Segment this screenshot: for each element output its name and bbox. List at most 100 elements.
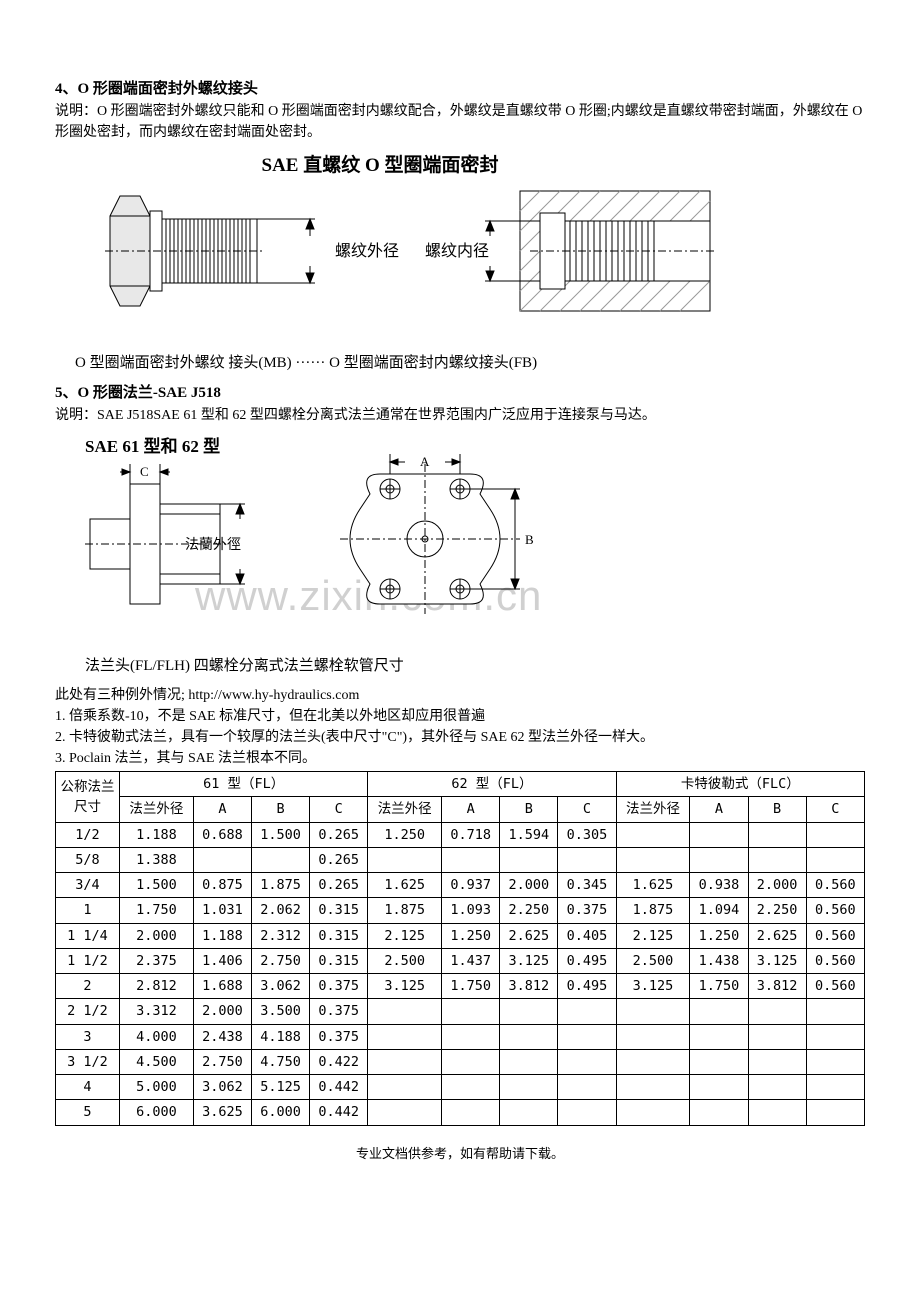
- table-cell: 0.442: [310, 1100, 368, 1125]
- table-cell: 0.375: [310, 1024, 368, 1049]
- table-cell: [442, 847, 500, 872]
- table-row: 5/81.3880.265: [56, 847, 865, 872]
- table-cell: [558, 999, 616, 1024]
- table-cell: [806, 1100, 864, 1125]
- table-cell: [500, 999, 558, 1024]
- flange-table: 公称法兰尺寸 61 型（FL） 62 型（FL） 卡特彼勒式（FLC） 法兰外径…: [55, 771, 865, 1126]
- table-cell: [806, 822, 864, 847]
- table-cell: [616, 822, 690, 847]
- table-cell: 5: [56, 1100, 120, 1125]
- table-cell: [690, 822, 748, 847]
- table-cell: [442, 1100, 500, 1125]
- svg-text:B: B: [525, 532, 534, 547]
- table-cell: 0.375: [310, 999, 368, 1024]
- table-cell: [806, 847, 864, 872]
- table-cell: 1.750: [120, 898, 194, 923]
- table-cell: [500, 1075, 558, 1100]
- table-cell: 0.375: [558, 898, 616, 923]
- table-cell: 3: [56, 1024, 120, 1049]
- th-cat: 卡特彼勒式（FLC）: [616, 772, 864, 797]
- table-cell: 1.094: [690, 898, 748, 923]
- table-cell: [806, 1024, 864, 1049]
- table-cell: [251, 847, 309, 872]
- exception-1: 1. 倍乘系数-10，不是 SAE 标准尺寸，但在北美以外地区却应用很普遍: [55, 706, 865, 727]
- table-cell: 0.875: [193, 873, 251, 898]
- table-cell: 1 1/2: [56, 948, 120, 973]
- table-cell: 1.594: [500, 822, 558, 847]
- table-cell: 0.938: [690, 873, 748, 898]
- table-row: 1/21.1880.6881.5000.2651.2500.7181.5940.…: [56, 822, 865, 847]
- table-cell: 0.560: [806, 948, 864, 973]
- fig2-flange-od: 法蘭外徑: [185, 537, 241, 553]
- table-cell: 0.265: [310, 847, 368, 872]
- table-cell: [748, 1024, 806, 1049]
- table-cell: [690, 847, 748, 872]
- table-cell: [442, 1075, 500, 1100]
- table-cell: [368, 1024, 442, 1049]
- table-cell: 2.125: [616, 923, 690, 948]
- table-cell: [748, 1100, 806, 1125]
- th-cat-b: B: [748, 797, 806, 822]
- table-cell: 2.500: [368, 948, 442, 973]
- table-cell: 1.625: [616, 873, 690, 898]
- table-cell: [442, 1049, 500, 1074]
- table-cell: 0.560: [806, 923, 864, 948]
- label-id: 螺纹内径: [425, 242, 489, 260]
- table-cell: 3.812: [500, 974, 558, 999]
- table-cell: [806, 1049, 864, 1074]
- table-cell: 6.000: [120, 1100, 194, 1125]
- table-cell: 1/2: [56, 822, 120, 847]
- th-cat-a: A: [690, 797, 748, 822]
- th-62-a: A: [442, 797, 500, 822]
- table-cell: [500, 847, 558, 872]
- table-cell: [558, 1024, 616, 1049]
- table-cell: 0.265: [310, 873, 368, 898]
- table-cell: 2.250: [500, 898, 558, 923]
- table-cell: 2.000: [748, 873, 806, 898]
- table-cell: [748, 822, 806, 847]
- table-row: 11.7501.0312.0620.3151.8751.0932.2500.37…: [56, 898, 865, 923]
- th-61-od: 法兰外径: [120, 797, 194, 822]
- table-cell: 1.031: [193, 898, 251, 923]
- table-cell: 1.625: [368, 873, 442, 898]
- th-cat-c: C: [806, 797, 864, 822]
- table-cell: 1.250: [368, 822, 442, 847]
- table-cell: [368, 1100, 442, 1125]
- table-cell: 3.062: [251, 974, 309, 999]
- th-62: 62 型（FL）: [368, 772, 616, 797]
- table-cell: 0.375: [310, 974, 368, 999]
- table-cell: 3.125: [748, 948, 806, 973]
- table-cell: 2.438: [193, 1024, 251, 1049]
- table-cell: [193, 847, 251, 872]
- table-cell: 0.560: [806, 974, 864, 999]
- table-cell: 3/4: [56, 873, 120, 898]
- table-cell: 3.625: [193, 1100, 251, 1125]
- table-cell: [616, 1049, 690, 1074]
- table-cell: [616, 847, 690, 872]
- table-cell: 0.305: [558, 822, 616, 847]
- table-row: 1 1/22.3751.4062.7500.3152.5001.4373.125…: [56, 948, 865, 973]
- table-cell: [616, 1075, 690, 1100]
- table-cell: 0.442: [310, 1075, 368, 1100]
- table-cell: 1.438: [690, 948, 748, 973]
- table-cell: 2.625: [500, 923, 558, 948]
- figure2-caption: 法兰头(FL/FLH) 四螺栓分离式法兰螺栓软管尺寸: [85, 655, 865, 678]
- table-cell: 3.125: [500, 948, 558, 973]
- table-cell: 5.125: [251, 1075, 309, 1100]
- table-row: 3/41.5000.8751.8750.2651.6250.9372.0000.…: [56, 873, 865, 898]
- table-cell: [558, 1049, 616, 1074]
- table-cell: 0.688: [193, 822, 251, 847]
- table-cell: 1.406: [193, 948, 251, 973]
- table-cell: [690, 1100, 748, 1125]
- table-cell: 1 1/4: [56, 923, 120, 948]
- table-row: 1 1/42.0001.1882.3120.3152.1251.2502.625…: [56, 923, 865, 948]
- table-cell: 1.875: [251, 873, 309, 898]
- table-cell: [616, 1024, 690, 1049]
- table-cell: 3 1/2: [56, 1049, 120, 1074]
- table-cell: 2.250: [748, 898, 806, 923]
- table-row: 45.0003.0625.1250.442: [56, 1075, 865, 1100]
- table-cell: [368, 1075, 442, 1100]
- page-footer: 专业文档供参考，如有帮助请下载。: [55, 1144, 865, 1164]
- table-cell: 2.750: [193, 1049, 251, 1074]
- table-cell: 0.495: [558, 948, 616, 973]
